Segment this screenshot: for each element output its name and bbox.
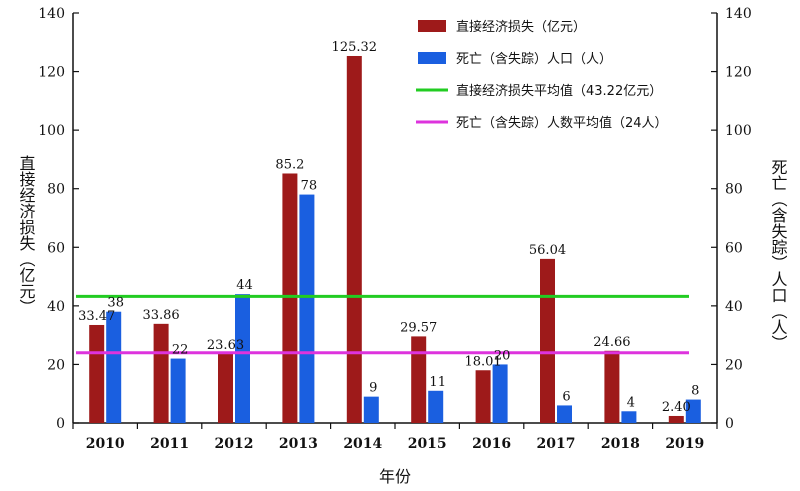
left-y-axis-title: 直接经济损失（亿元） [17, 155, 36, 315]
legend-item-deaths-swatch [418, 52, 446, 64]
x-tick-label: 2014 [343, 436, 382, 452]
x-tick-label: 2010 [86, 436, 125, 452]
x-tick-label: 2016 [472, 436, 511, 452]
bar-deaths [492, 364, 508, 423]
data-label-economic-loss: 24.66 [593, 335, 630, 350]
right-y-tick-label: 100 [725, 123, 752, 139]
bar-deaths [685, 399, 701, 423]
legend-item-average-loss-label: 直接经济损失平均值（43.22亿元） [456, 83, 662, 99]
data-label-economic-loss: 18.01 [464, 354, 501, 369]
data-label-economic-loss: 33.47 [78, 309, 115, 324]
left-y-tick-label: 100 [38, 123, 65, 139]
bar-economic-loss [411, 336, 427, 423]
right-y-tick-label: 0 [725, 416, 734, 432]
bar-economic-loss [540, 258, 555, 423]
x-tick-label: 2011 [150, 436, 189, 452]
left-y-tick-label: 0 [56, 416, 65, 432]
data-label-deaths: 6 [562, 389, 570, 404]
data-label-economic-loss: 85.2 [275, 157, 304, 172]
bar-deaths [106, 311, 122, 423]
bar-economic-loss [282, 173, 298, 423]
data-label-economic-loss: 33.86 [142, 308, 179, 323]
data-label-deaths: 78 [301, 179, 318, 194]
bar-deaths [557, 405, 572, 423]
x-tick-label: 2015 [408, 436, 447, 452]
legend-item-economic-loss-label: 直接经济损失（亿元） [456, 19, 586, 35]
data-label-economic-loss: 29.57 [400, 320, 437, 335]
left-y-tick-label: 60 [47, 240, 65, 256]
data-label-deaths: 44 [236, 278, 253, 293]
data-label-deaths: 38 [107, 296, 124, 311]
right-y-tick-label: 80 [725, 182, 743, 198]
data-label-deaths: 20 [494, 348, 511, 363]
right-y-tick-label: 140 [725, 6, 752, 22]
x-axis-title: 年份 [379, 467, 411, 486]
bar-deaths [428, 390, 444, 423]
bar-economic-loss [89, 324, 105, 423]
data-label-deaths: 11 [429, 375, 446, 390]
left-y-tick-label: 120 [38, 65, 65, 81]
left-y-tick-label: 40 [47, 299, 65, 315]
right-y-tick-label: 40 [725, 299, 743, 315]
bar-economic-loss [346, 55, 362, 424]
bar-economic-loss [604, 350, 620, 423]
data-label-deaths: 4 [627, 395, 635, 410]
legend-item-economic-loss-swatch [418, 20, 446, 32]
legend-item-average-deaths-label: 死亡（含失踪）人数平均值（24人） [456, 115, 668, 131]
right-y-axis-title: 死亡（含失踪）人口（人） [769, 159, 788, 351]
left-y-tick-label: 80 [47, 182, 65, 198]
bar-economic-loss [668, 415, 684, 423]
data-label-deaths: 8 [691, 384, 699, 399]
bar-deaths [170, 358, 186, 423]
right-y-tick-label: 60 [725, 240, 743, 256]
data-label-deaths: 9 [369, 381, 377, 396]
bar-deaths [299, 194, 315, 423]
legend-item-deaths-label: 死亡（含失踪）人口（人） [456, 51, 612, 67]
left-y-tick-label: 140 [38, 6, 65, 22]
data-label-deaths: 22 [172, 343, 189, 358]
right-y-tick-label: 120 [725, 65, 752, 81]
data-label-economic-loss: 23.63 [207, 338, 244, 353]
bar-deaths [235, 294, 250, 423]
bar-economic-loss [218, 353, 233, 423]
right-y-tick-label: 20 [725, 357, 743, 373]
x-tick-label: 2013 [279, 436, 318, 452]
data-label-economic-loss: 56.04 [529, 243, 566, 258]
bar-economic-loss [153, 323, 169, 423]
bar-deaths [363, 396, 379, 423]
bar-economic-loss [475, 370, 491, 423]
x-tick-label: 2017 [537, 436, 576, 452]
data-label-economic-loss: 2.40 [662, 400, 691, 415]
bar-deaths [621, 411, 637, 423]
data-label-economic-loss: 125.32 [332, 40, 378, 55]
x-tick-label: 2012 [215, 436, 254, 452]
left-y-tick-label: 20 [47, 357, 65, 373]
x-tick-label: 2019 [665, 436, 704, 452]
x-tick-label: 2018 [601, 436, 640, 452]
